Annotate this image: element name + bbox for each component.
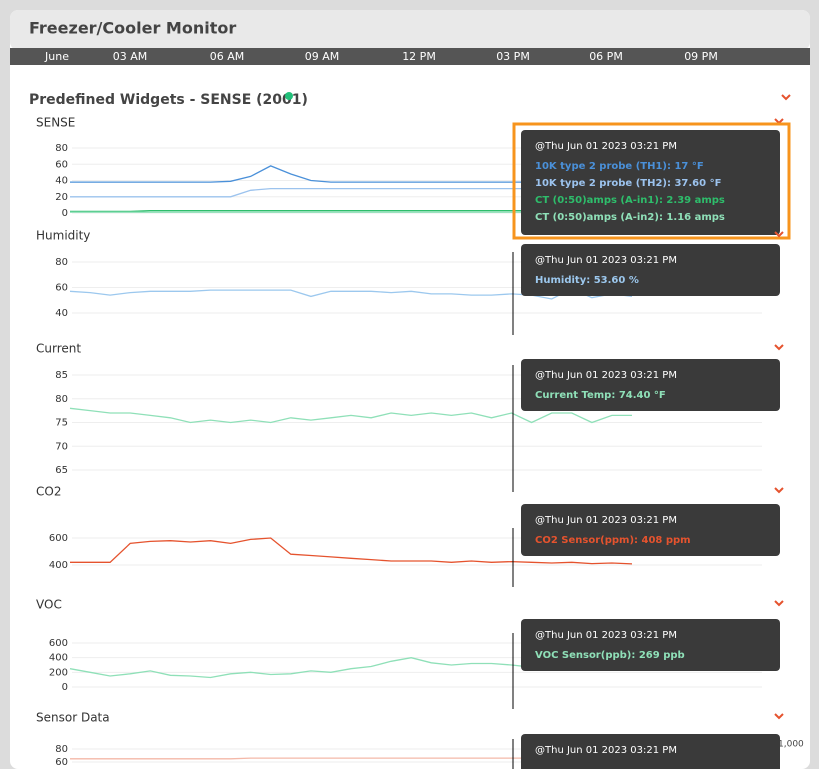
header-bar — [10, 10, 810, 50]
y-tick-label: 0 — [62, 682, 68, 693]
y-tick-label: 400 — [49, 560, 68, 571]
tooltip-box — [521, 734, 780, 769]
collapse-chevron[interactable] — [774, 231, 784, 238]
tooltip-box — [521, 244, 780, 296]
widget-title: CO2 — [36, 485, 61, 499]
y-tick-label: 70 — [55, 441, 68, 452]
tooltip-line: CT (0:50)amps (A-in1): 2.39 amps — [535, 195, 725, 206]
y-tick-label: 600 — [49, 638, 68, 649]
tooltip-line: 10K type 2 probe (TH2): 37.60 °F — [535, 178, 721, 189]
y-tick-label: 75 — [55, 418, 68, 429]
tooltip-line: Humidity: 53.60 % — [535, 275, 639, 286]
tooltip-time: @Thu Jun 01 2023 03:21 PM — [535, 141, 677, 152]
collapse-chevron[interactable] — [774, 487, 784, 494]
collapse-chevron[interactable] — [774, 344, 784, 351]
tooltip-box — [521, 619, 780, 671]
series-line — [69, 407, 632, 424]
y-tick-label: 80 — [55, 257, 68, 268]
timeline-label: 12 PM — [402, 50, 436, 63]
y-tick-label: 200 — [49, 667, 68, 678]
tooltip-line: CT (0:50)amps (A-in2): 1.16 amps — [535, 212, 725, 223]
tooltip-time: @Thu Jun 01 2023 03:21 PM — [535, 370, 677, 381]
y-tick-label: 85 — [55, 370, 68, 381]
y-tick-label: 40 — [55, 308, 68, 319]
series-line — [70, 537, 633, 565]
y-tick-label: 80 — [55, 143, 68, 154]
tooltip-time: @Thu Jun 01 2023 03:21 PM — [535, 515, 677, 526]
timeline-label: 06 PM — [589, 50, 623, 63]
widget-title: Current — [36, 342, 81, 356]
header-title: Freezer/Cooler Monitor — [29, 19, 236, 38]
widget-title: VOC — [36, 598, 62, 612]
collapse-chevron[interactable] — [774, 713, 784, 720]
tooltip-box — [521, 130, 780, 235]
y-tick-label: 400 — [49, 653, 68, 664]
series-line — [69, 288, 633, 300]
tooltip-time: @Thu Jun 01 2023 03:21 PM — [535, 255, 677, 266]
status-dot — [285, 92, 293, 100]
collapse-chevron[interactable] — [781, 94, 791, 101]
y-tick-label: 0 — [62, 208, 68, 219]
tooltip-box — [521, 359, 780, 411]
widget-title: SENSE — [36, 116, 75, 130]
y-tick-label: 65 — [55, 465, 68, 476]
widget-title: Sensor Data — [36, 711, 110, 725]
tooltip-line: 10K type 2 probe (TH1): 17 °F — [535, 161, 704, 172]
tooltip-time: @Thu Jun 01 2023 03:21 PM — [535, 630, 677, 641]
collapse-chevron[interactable] — [774, 600, 784, 607]
timeline-label: 09 PM — [684, 50, 718, 63]
tooltip-time: @Thu Jun 01 2023 03:21 PM — [535, 745, 677, 756]
tooltip-line: CO2 Sensor(ppm): 408 ppm — [535, 535, 691, 546]
y-tick-label: 80 — [55, 744, 68, 755]
timeline-label: 09 AM — [305, 50, 340, 63]
timeline-label: June — [44, 50, 69, 63]
background-label: 1,000 — [778, 740, 804, 750]
timeline-label: 03 AM — [113, 50, 148, 63]
timeline-label: 03 PM — [496, 50, 530, 63]
y-tick-label: 60 — [55, 159, 68, 170]
widget-title: Humidity — [36, 229, 90, 243]
y-tick-label: 80 — [55, 394, 68, 405]
highlight-frame — [512, 122, 791, 240]
y-tick-label: 40 — [55, 176, 68, 187]
y-tick-label: 20 — [55, 192, 68, 203]
tooltip-line: Current Temp: 74.40 °F — [535, 390, 666, 401]
y-tick-label: 600 — [49, 533, 68, 544]
timeline-bar — [10, 48, 810, 65]
timeline-label: 06 AM — [210, 50, 245, 63]
tooltip-line: VOC Sensor(ppb): 269 ppb — [535, 650, 685, 661]
section-title: Predefined Widgets - SENSE (2001) — [29, 92, 308, 108]
y-tick-label: 60 — [55, 283, 68, 294]
tooltip-box — [521, 504, 780, 556]
y-tick-label: 60 — [55, 757, 68, 768]
